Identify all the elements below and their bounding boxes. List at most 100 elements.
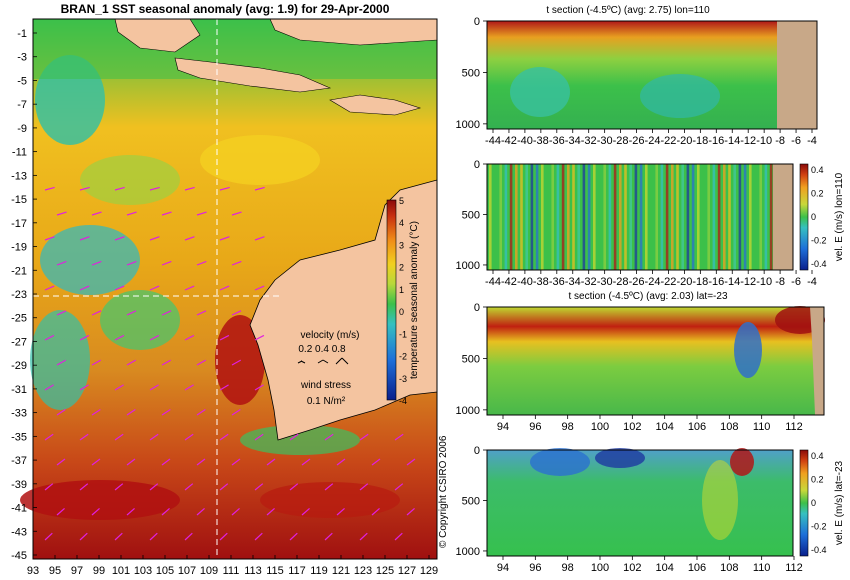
wind-arrow	[184, 532, 193, 541]
y-tick-label: 1000	[456, 119, 480, 131]
x-tick-label: 98	[562, 562, 574, 574]
velocity-band	[525, 164, 528, 270]
wind-arrow	[114, 483, 124, 491]
velocity-band	[759, 164, 762, 270]
wind-arrow	[149, 384, 159, 391]
wind-arrow	[394, 483, 404, 491]
lat-tick-label: -1	[17, 28, 27, 40]
panel3-cool-core	[734, 322, 762, 378]
wind-arrow	[324, 532, 333, 541]
lon-tick-label: 93	[27, 565, 39, 577]
sst-colorbar-tick-label: -2	[399, 352, 407, 362]
y-tick-label: 0	[474, 302, 480, 314]
sst-colorbar: 5 4 3 2 1 0 -1 -2 -3 -4 temperature seasonal anom…	[386, 196, 420, 406]
vel-colorbar-tick-label: -0.2	[811, 522, 827, 532]
wind-arrow	[394, 532, 403, 541]
wind-arrow	[149, 236, 160, 241]
wind-arrow	[359, 532, 368, 541]
velocity-band	[634, 164, 638, 270]
wind-arrow	[336, 507, 345, 516]
wind-arrow	[219, 483, 229, 491]
panel4-frame	[486, 449, 794, 557]
lat-tick-label: -17	[11, 218, 27, 230]
x-tick-label: -18	[692, 276, 708, 288]
wind-arrow	[184, 334, 195, 341]
velocity-band	[598, 164, 601, 270]
wind-arrow	[56, 310, 67, 316]
x-tick-label: -12	[740, 135, 756, 147]
section-panel-temp-lon: t section (-4.5ºC) (avg: 2.75) lon=110 -…	[456, 5, 818, 147]
x-tick-label: 94	[497, 562, 509, 574]
wind-arrow	[254, 285, 265, 291]
x-tick-label: -18	[692, 135, 708, 147]
wind-arrow	[161, 409, 171, 416]
wind-stress-arrows	[44, 186, 416, 541]
panel2-land-mask	[773, 164, 793, 270]
lon-tick-label: 105	[156, 565, 174, 577]
x-tick-label: -16	[708, 276, 724, 288]
lat-tick-label: -15	[11, 194, 27, 206]
x-tick-label: -28	[613, 276, 629, 288]
wind-arrow	[79, 236, 90, 241]
velocity-legend-title: velocity (m/s)	[301, 330, 360, 341]
wind-arrow	[301, 458, 311, 466]
wind-arrow	[79, 483, 89, 491]
x-tick-label: -6	[791, 135, 801, 147]
wind-arrow	[161, 507, 170, 516]
velocity-band	[645, 164, 648, 270]
wind-arrow	[79, 334, 90, 341]
velocity-band	[702, 164, 705, 270]
map-frame	[32, 18, 438, 560]
sst-colorbar-label: temperature seasonal anomaly (°C)	[409, 221, 420, 379]
wind-arrow	[219, 334, 230, 341]
x-tick-label: -28	[613, 135, 629, 147]
x-tick-label: -40	[517, 135, 533, 147]
wind-arrow	[161, 310, 172, 316]
velocity-band	[504, 164, 508, 270]
y-tick-label: 0	[474, 159, 480, 171]
wind-arrow	[231, 211, 242, 216]
wind-arrow	[56, 409, 66, 416]
lat-tick-label: -7	[17, 99, 27, 111]
x-tick-label: -22	[660, 276, 676, 288]
wind-arrow	[219, 532, 228, 541]
wind-arrow	[301, 507, 310, 516]
panel1-cool-core	[640, 74, 720, 118]
wind-arrow	[114, 532, 123, 541]
wind-arrow	[79, 186, 90, 191]
lon-tick-label: 119	[310, 565, 328, 577]
wind-arrow	[91, 409, 101, 416]
panel3-field	[487, 307, 824, 415]
x-tick-label: -36	[549, 135, 565, 147]
panel1-land-mask	[777, 21, 817, 129]
wind-arrow	[219, 433, 229, 441]
wind-arrow	[266, 458, 276, 466]
x-tick-label: -44	[485, 276, 501, 288]
x-tick-label: -42	[501, 276, 517, 288]
velocity-band	[613, 164, 617, 270]
wind-arrow	[56, 260, 67, 266]
wind-arrow	[149, 483, 159, 491]
sst-colorbar-tick-label: 2	[399, 263, 404, 273]
wind-arrow	[56, 507, 65, 516]
panel2-colorbar	[799, 163, 809, 271]
wind-arrow	[126, 409, 136, 416]
cool-anomaly	[40, 225, 140, 295]
wind-arrow	[91, 359, 102, 366]
wind-arrow	[161, 359, 172, 366]
velocity-band	[582, 164, 586, 270]
panel4-colorbar-label: vel. E (m/s) lat=-23	[834, 460, 845, 545]
longitude-axis: 93 95 97 99 101 103 105 107 109 111 113 115 117 119 12…	[27, 555, 438, 577]
wind-arrow	[359, 433, 369, 441]
sst-colorbar-tick-label: 3	[399, 240, 404, 250]
panel1-frame	[486, 20, 818, 130]
wind-arrow	[149, 285, 160, 291]
main-map-panel: BRAN_1 SST seasonal anomaly (avg: 1.9) f…	[11, 2, 449, 577]
x-tick-label: -8	[775, 276, 785, 288]
wind-arrow	[91, 260, 102, 266]
lon-tick-label: 117	[288, 565, 306, 577]
wind-arrow	[359, 483, 369, 491]
vel-colorbar-tick-label: 0.4	[811, 451, 824, 461]
x-tick-label: -42	[501, 135, 517, 147]
wind-arrow	[266, 507, 275, 516]
